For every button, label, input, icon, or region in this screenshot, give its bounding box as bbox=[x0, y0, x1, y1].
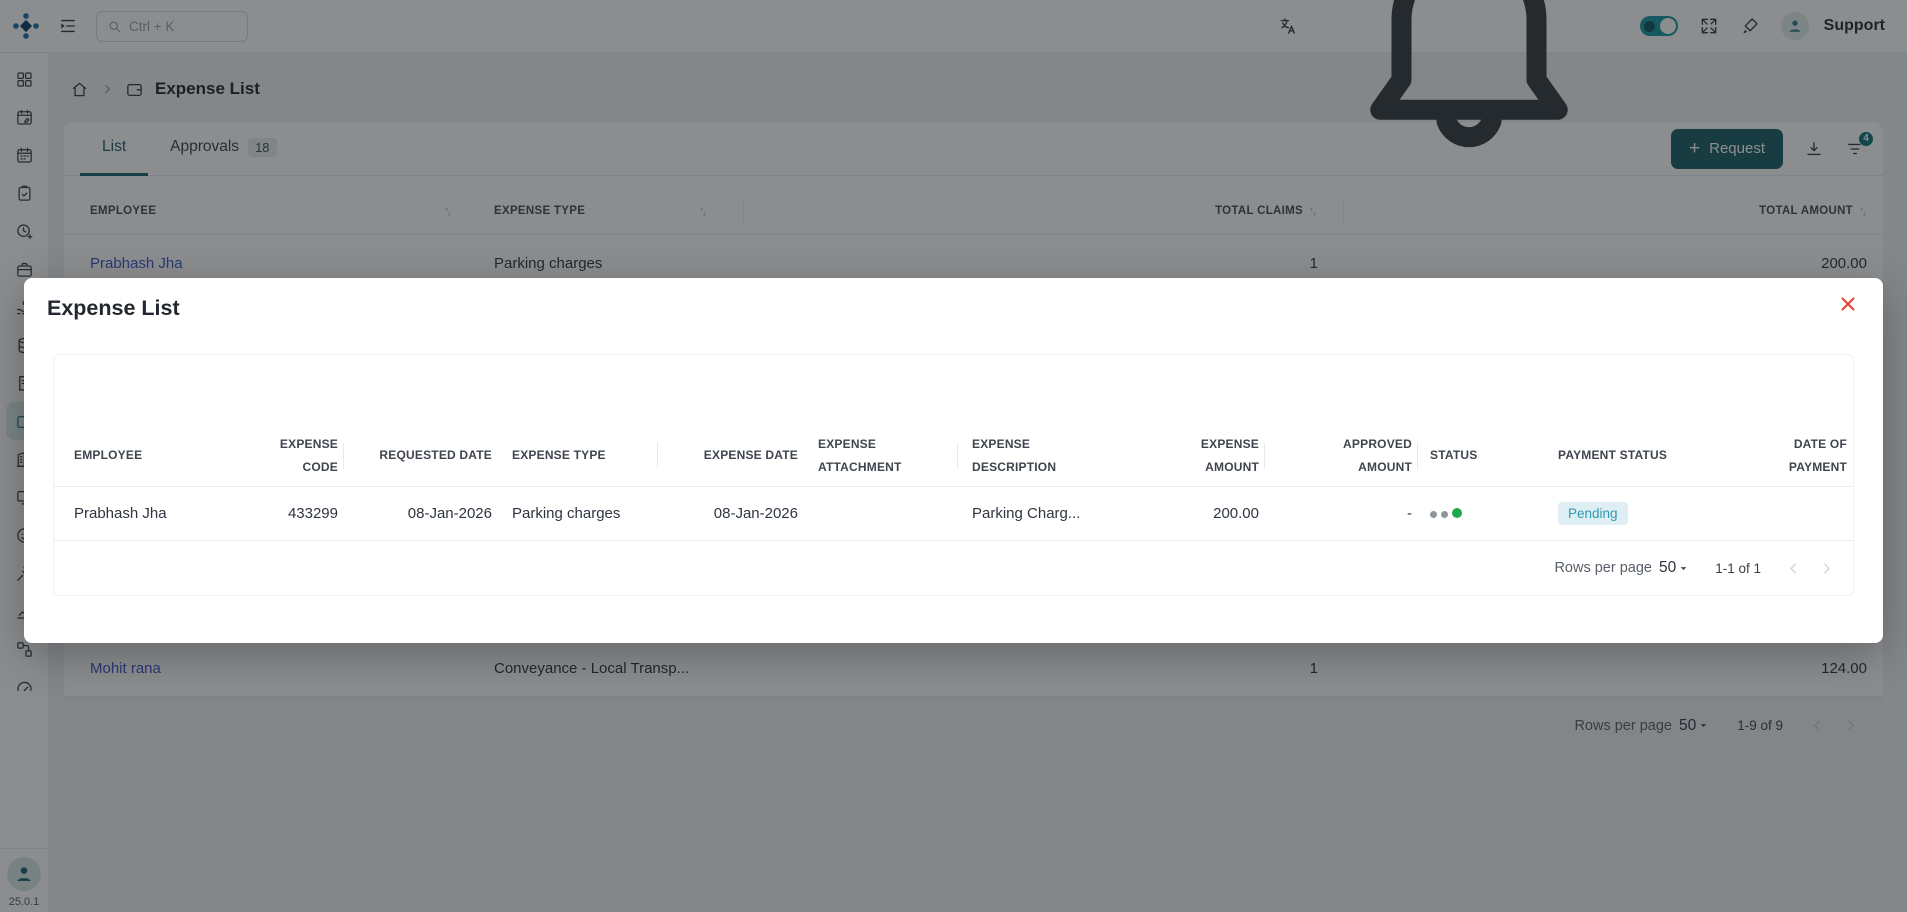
modal-column-header[interactable]: EMPLOYEE bbox=[74, 448, 143, 463]
modal-column-header[interactable]: PAYMENT STATUS bbox=[1558, 448, 1668, 463]
expense-code-cell: 433299 bbox=[287, 505, 338, 522]
modal-column-header[interactable]: DATE OF PAYMENT bbox=[1788, 436, 1847, 474]
modal-table-container: EMPLOYEE EXPENSE CODE REQUESTED DATE EXPENS… bbox=[53, 354, 1854, 596]
payment-status-cell: Pending bbox=[1544, 502, 1701, 525]
status-dot-green bbox=[1452, 508, 1463, 518]
expense-list-modal: Expense List EMPLOYEE EXPENSE CODE REQUEST… bbox=[24, 278, 1883, 643]
requested-date-cell: 08-Jan-2026 bbox=[407, 505, 492, 522]
status-dots bbox=[1430, 505, 1463, 522]
modal-title: Expense List bbox=[47, 296, 180, 320]
expense-amount-cell: 200.00 bbox=[1213, 505, 1259, 522]
modal-pagination: Rows per page 50 1-1 of 1 bbox=[54, 541, 1853, 595]
status-dot-gray bbox=[1441, 511, 1449, 518]
payment-status-badge: Pending bbox=[1558, 502, 1628, 525]
modal-column-header[interactable]: EXPENSE DESCRIPTION bbox=[972, 436, 1057, 474]
modal-column-header[interactable]: APPROVED AMOUNT bbox=[1265, 433, 1418, 479]
modal-column-header[interactable]: REQUESTED DATE bbox=[379, 448, 492, 463]
chevron-down-icon bbox=[1676, 561, 1691, 576]
close-icon[interactable] bbox=[1837, 293, 1859, 315]
modal-column-header[interactable]: EXPENSE AMOUNT bbox=[1118, 433, 1265, 479]
rows-per-page-select[interactable]: 50 bbox=[1659, 559, 1691, 577]
status-dot-gray bbox=[1430, 511, 1437, 518]
next-page-button[interactable] bbox=[1818, 560, 1835, 577]
expense-type-cell: Parking charges bbox=[512, 505, 621, 522]
previous-page-button[interactable] bbox=[1785, 560, 1802, 577]
modal-column-header[interactable]: EXPENSE CODE bbox=[254, 433, 344, 479]
expense-date-cell: 08-Jan-2026 bbox=[713, 505, 798, 522]
approved-amount-cell: - bbox=[1407, 505, 1412, 522]
employee-cell: Prabhash Jha bbox=[74, 505, 167, 522]
modal-column-header[interactable]: EXPENSE TYPE bbox=[498, 442, 658, 469]
modal-table-header: EMPLOYEE EXPENSE CODE REQUESTED DATE EXPENS… bbox=[54, 425, 1853, 487]
status-cell bbox=[1418, 505, 1544, 522]
modal-column-header[interactable]: EXPENSE ATTACHMENT bbox=[804, 433, 958, 479]
expense-description-cell: Parking Charg... bbox=[972, 505, 1081, 522]
rows-per-page-label: Rows per page bbox=[1554, 560, 1652, 576]
modal-column-header[interactable]: EXPENSE DATE bbox=[703, 448, 798, 463]
pagination-range: 1-1 of 1 bbox=[1715, 560, 1761, 576]
modal-table-row[interactable]: Prabhash Jha 433299 08-Jan-2026 Parking … bbox=[54, 487, 1853, 541]
modal-column-header[interactable]: STATUS bbox=[1430, 448, 1478, 463]
